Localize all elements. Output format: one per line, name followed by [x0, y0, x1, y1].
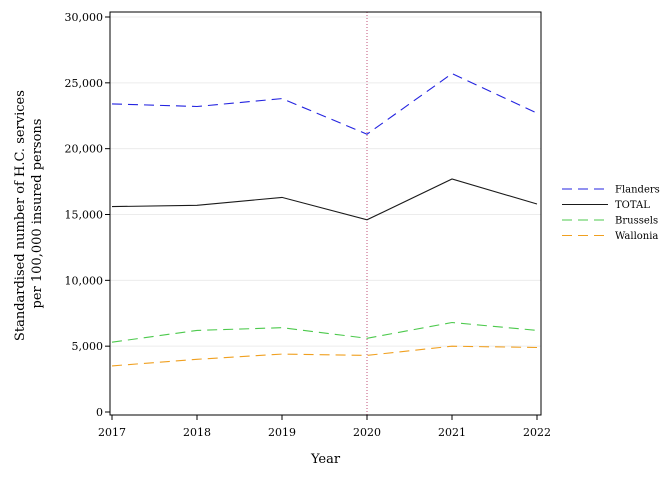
y-tick-label-2: 10,000 — [65, 274, 104, 287]
x-tick-label-3: 2020 — [353, 426, 381, 439]
x-tick-label-0: 2017 — [98, 426, 126, 439]
y-axis-ticks: 0 5,000 10,000 15,000 20,000 25,000 30,000 — [65, 11, 110, 419]
x-axis-title: Year — [310, 452, 341, 467]
y-tick-label-0: 0 — [96, 406, 103, 419]
y-axis-title: Standardised number of H.C. services per… — [13, 86, 45, 341]
grid-lines — [110, 16, 541, 347]
series-line-flanders — [111, 72, 538, 135]
plot-frame — [109, 11, 542, 416]
y-axis-title-line-1: Standardised number of H.C. services — [13, 90, 28, 341]
series-line-total — [111, 178, 538, 221]
legend: Flanders TOTAL Brussels Wallonia — [562, 185, 660, 242]
y-axis-title-line-2: per 100,000 insured persons — [30, 119, 45, 309]
legend-label-brussels: Brussels — [615, 216, 658, 227]
y-tick-label-6: 30,000 — [65, 11, 104, 24]
x-tick-label-4: 2021 — [438, 426, 466, 439]
legend-label-total: TOTAL — [615, 200, 650, 211]
y-tick-label-4: 20,000 — [65, 143, 104, 156]
y-tick-label-5: 25,000 — [65, 77, 104, 90]
legend-label-wallonia: Wallonia — [615, 231, 658, 242]
series-lines — [111, 72, 538, 367]
x-tick-label-2: 2019 — [268, 426, 296, 439]
x-tick-label-1: 2018 — [183, 426, 211, 439]
legend-label-flanders: Flanders — [615, 185, 660, 196]
x-axis-ticks: 2017 2018 2019 2020 2021 2022 — [98, 415, 551, 439]
y-tick-label-3: 15,000 — [65, 209, 104, 222]
series-line-brussels — [111, 321, 538, 343]
y-tick-label-1: 5,000 — [72, 340, 104, 353]
x-tick-label-5: 2022 — [523, 426, 551, 439]
series-line-wallonia — [111, 345, 538, 367]
